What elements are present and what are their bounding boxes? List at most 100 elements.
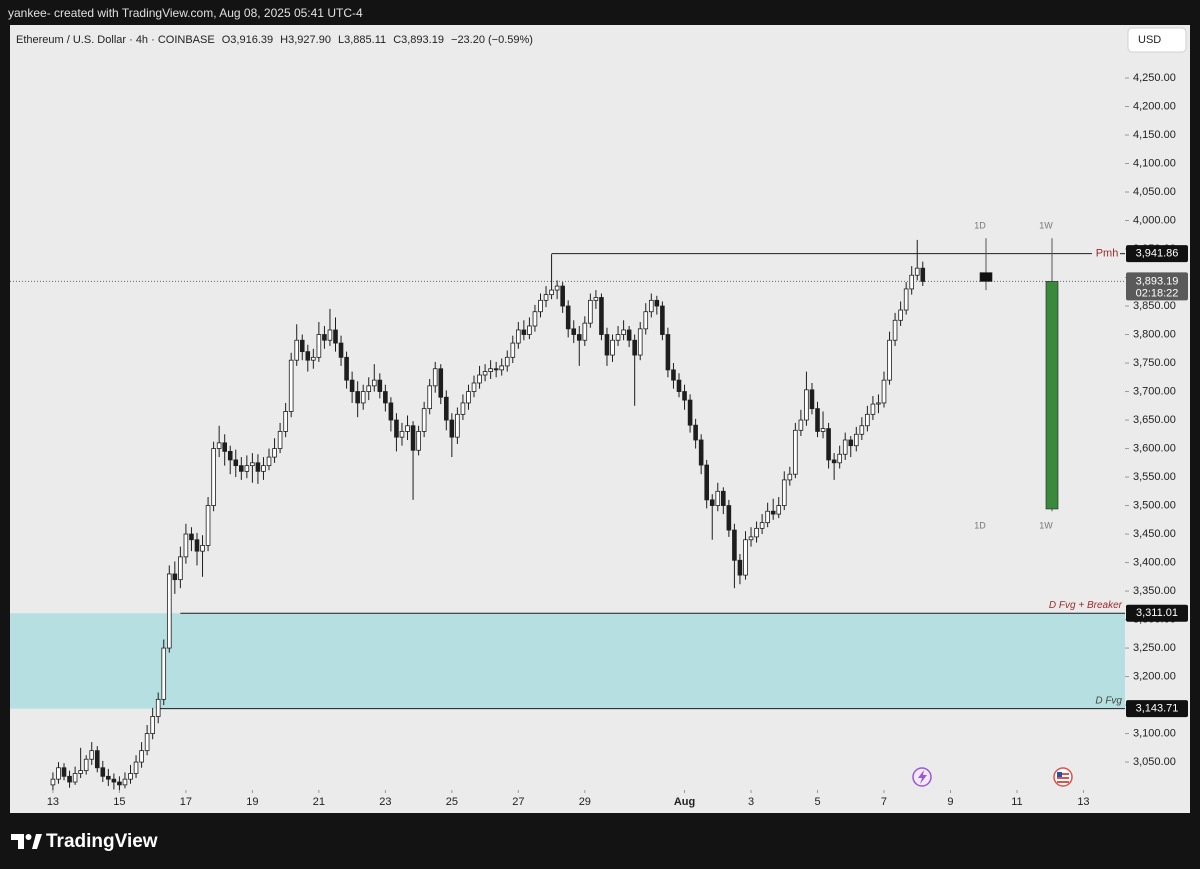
candle-body xyxy=(360,391,366,404)
candle-body xyxy=(416,431,421,451)
candle-body xyxy=(870,403,876,415)
quote-high: H3,927.90 xyxy=(280,34,331,46)
htf-label: 1W xyxy=(1039,520,1053,530)
event-icon[interactable] xyxy=(912,767,932,787)
candle-body xyxy=(211,448,216,506)
candle-body xyxy=(648,299,654,313)
candle-body xyxy=(61,767,67,777)
x-tick-label: 27 xyxy=(512,796,524,808)
candle-body xyxy=(554,285,560,291)
candle-body xyxy=(366,385,372,392)
quote-close: C3,893.19 xyxy=(393,34,444,46)
candle-body xyxy=(78,770,83,774)
candle-body xyxy=(67,775,72,783)
candle-body xyxy=(322,334,327,341)
candle-body xyxy=(294,339,300,361)
candle-body xyxy=(305,351,311,361)
candle-body xyxy=(338,342,344,358)
y-tick-label: 3,200.00 xyxy=(1133,670,1176,682)
currency-label[interactable]: USD xyxy=(1138,34,1161,46)
candle-body xyxy=(538,299,543,313)
candle-body xyxy=(172,573,178,581)
candle-body xyxy=(316,334,322,358)
candle-body xyxy=(377,379,383,392)
candle-body xyxy=(499,365,505,371)
y-tick-label: 3,650.00 xyxy=(1133,414,1176,426)
candle-body xyxy=(748,536,754,541)
candle-body xyxy=(227,450,233,461)
candle-body xyxy=(887,339,892,381)
candle-body xyxy=(444,396,449,421)
candle-body xyxy=(732,529,737,561)
attribution: yankee- created with TradingView.com, Au… xyxy=(8,6,363,20)
candle-body xyxy=(477,374,482,384)
candle-body xyxy=(626,329,632,341)
candle-body xyxy=(876,402,881,405)
candle-body xyxy=(222,442,227,452)
candle-body xyxy=(299,339,305,353)
candle-body xyxy=(765,510,770,524)
candle-body xyxy=(504,356,510,367)
level-name: D Fvg xyxy=(1095,695,1122,706)
y-tick-label: 4,000.00 xyxy=(1133,214,1176,226)
candle-body xyxy=(394,419,399,438)
candle-body xyxy=(815,408,820,432)
y-tick-label: 3,800.00 xyxy=(1133,328,1176,340)
candle-body xyxy=(111,778,117,783)
candle-body xyxy=(781,479,787,506)
y-tick-label: 3,350.00 xyxy=(1133,585,1176,597)
candle-body xyxy=(588,299,593,324)
candle-body xyxy=(837,453,842,464)
candle-body xyxy=(621,329,626,335)
level-price-label: 3,311.01 xyxy=(1136,607,1178,619)
plot-area xyxy=(10,239,1125,790)
candle-body xyxy=(50,778,56,786)
candle-body xyxy=(466,391,471,404)
candle-body xyxy=(737,559,743,576)
candle-body xyxy=(333,329,338,344)
candle-body xyxy=(831,459,837,464)
candle-body xyxy=(582,322,588,341)
candle-body xyxy=(460,402,466,415)
htf-label: 1D xyxy=(974,220,986,230)
candle-body xyxy=(432,368,438,387)
currency-button[interactable] xyxy=(1127,27,1187,53)
y-tick-label: 4,100.00 xyxy=(1133,157,1176,169)
candle-body xyxy=(709,499,715,506)
candle-body xyxy=(277,431,283,449)
htf-label: 1D xyxy=(974,520,986,530)
candle-body xyxy=(471,382,477,392)
x-tick-label: 13 xyxy=(1077,796,1089,808)
x-tick-label: 13 xyxy=(47,796,59,808)
candle-body xyxy=(637,328,643,356)
candle-body xyxy=(576,334,582,341)
x-tick-label: 11 xyxy=(1011,796,1022,808)
candle-body xyxy=(643,311,649,330)
candle-body xyxy=(804,389,809,421)
candle-body xyxy=(848,439,854,447)
candle-body xyxy=(687,399,693,426)
candle-body xyxy=(233,459,239,467)
countdown-label: 02:18:22 xyxy=(1136,287,1179,299)
candle-body xyxy=(892,319,898,341)
candle-body xyxy=(571,328,577,335)
candle-body xyxy=(665,334,671,371)
candle-body xyxy=(216,442,222,449)
y-tick-label: 3,700.00 xyxy=(1133,385,1176,397)
candle-body xyxy=(488,368,493,372)
symbol: Ethereum / U.S. Dollar · 4h · COINBASE xyxy=(16,34,215,46)
candle-body xyxy=(455,413,460,438)
candle-body xyxy=(842,439,848,455)
candle-body xyxy=(383,391,388,404)
event-icon[interactable] xyxy=(1053,767,1073,787)
candle-body xyxy=(288,359,294,412)
x-tick-label: 25 xyxy=(446,796,458,808)
candle-body xyxy=(903,288,909,311)
y-tick-label: 4,150.00 xyxy=(1133,129,1176,141)
candle-body xyxy=(704,464,710,501)
candle-body xyxy=(565,305,571,330)
x-tick-label: 21 xyxy=(313,796,325,808)
candle-body xyxy=(189,533,194,541)
candle-body xyxy=(117,781,122,786)
candle-body xyxy=(311,356,316,361)
